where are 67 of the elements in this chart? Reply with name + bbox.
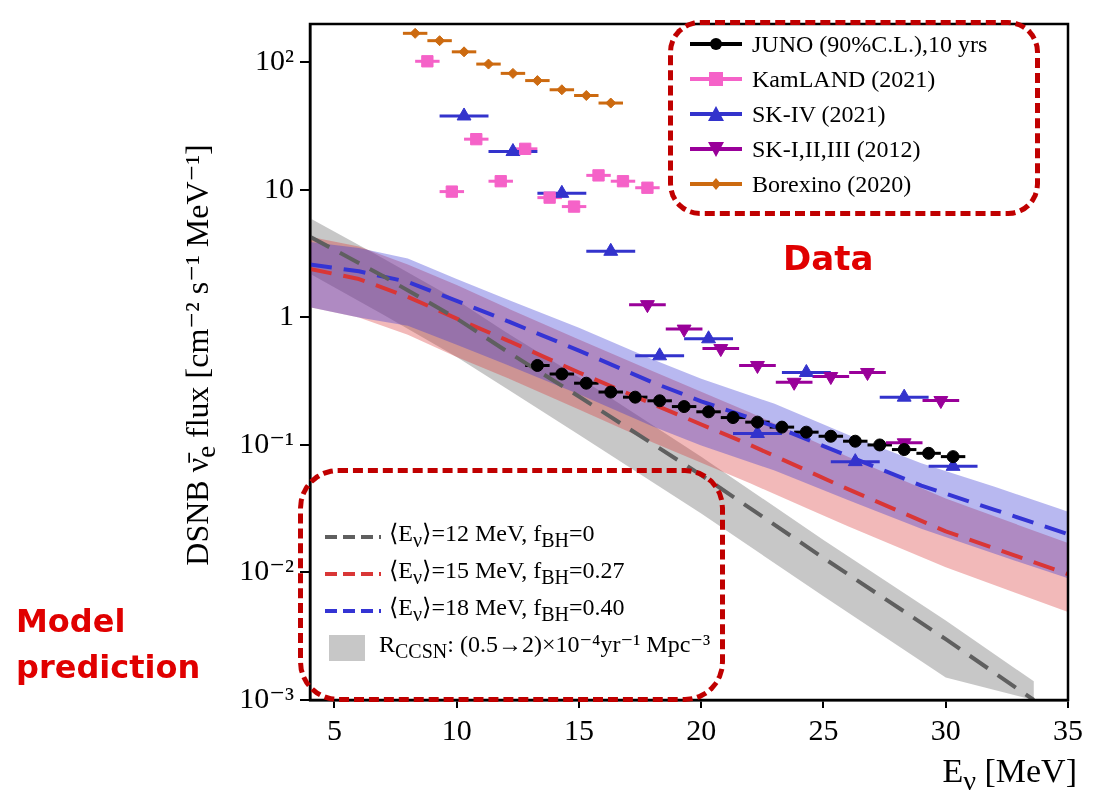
annotation: Data [783,238,874,278]
point [922,446,936,460]
point [483,58,494,70]
point [702,405,716,419]
legend-label: ⟨E$_{ν}$⟩=18 MeV, f$_{BH}$=0.40 [389,592,625,627]
point [505,143,521,157]
point [848,434,862,448]
point [653,394,667,408]
legend-label: JUNO (90%C.L.),10 yrs [752,29,988,59]
point [409,27,421,39]
point [567,200,581,213]
point [579,376,593,390]
point [641,181,654,194]
point [897,443,911,457]
point [494,175,507,188]
y-tick-label: 10 [264,170,294,204]
text: Model prediction [16,601,202,688]
point [726,411,740,425]
x-tick-label: 30 [930,712,961,746]
point [470,133,483,146]
legend-label: ⟨E$_{ν}$⟩=15 MeV, f$_{BH}$=0.27 [389,555,625,590]
point [847,453,863,467]
legend-label: ⟨E$_{ν}$⟩=12 MeV, f$_{BH}$=0 [389,518,595,553]
legend-label: SK-IV (2021) [752,99,886,129]
point [652,347,668,361]
annotation: R$_{CCSN}$: (0.5→2)×10⁻⁴yr⁻¹ Mpc⁻³ [379,629,711,664]
point [750,360,765,374]
legend-label: SK-I,II,III (2012) [752,134,921,164]
y-tick-label: 10⁻² [239,553,294,587]
point [421,55,434,68]
point [798,364,814,377]
y-tick-label: 10⁻¹ [239,425,294,459]
point [628,390,642,404]
point [507,67,519,79]
point [456,107,472,121]
point [555,367,569,381]
x-tick-label: 15 [563,712,594,746]
point [530,358,544,372]
point [786,377,802,391]
point [616,175,630,188]
point [556,84,568,96]
y-tick-label: 10² [255,43,294,77]
point [750,415,764,429]
point [799,425,813,439]
point [775,420,789,434]
point [604,385,618,399]
y-tick-label: 10⁻³ [239,680,294,714]
point [592,169,605,182]
legend-label: KamLAND (2021) [752,64,936,94]
x-axis-title: E$_{ν}$ [MeV] [942,752,1077,797]
x-tick-label: 35 [1053,712,1083,746]
x-tick-label: 10 [441,712,472,746]
point [519,142,532,155]
y-tick-label: 1 [279,298,294,332]
point [676,324,692,338]
point [701,330,716,344]
legend-label: Borexino (2020) [752,169,912,199]
point [677,400,691,414]
point [445,185,458,198]
point [824,429,838,443]
x-tick-label: 5 [326,712,342,746]
point [873,438,887,452]
point [543,191,556,204]
point [946,450,960,464]
point [458,46,470,58]
x-tick-label: 20 [686,712,717,746]
x-tick-label: 25 [808,712,839,746]
